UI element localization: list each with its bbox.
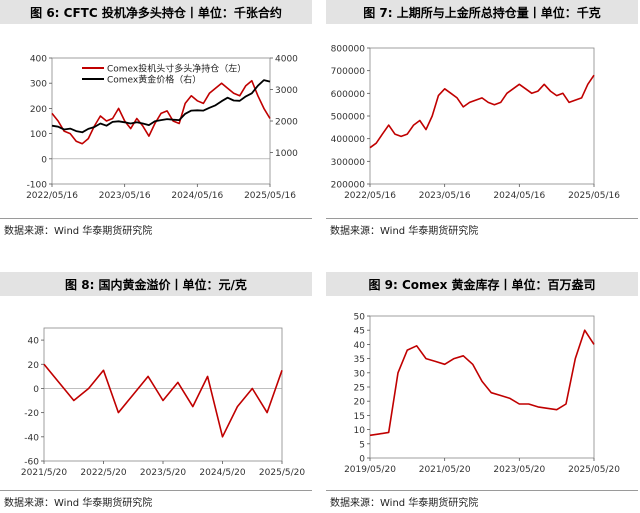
series-line-1 — [43, 363, 283, 438]
divider — [326, 490, 638, 491]
y-tick-label: 0 — [41, 155, 47, 165]
y-tick-label: -100 — [27, 181, 48, 191]
x-tick-label: 2023/05/16 — [99, 191, 151, 201]
y-tick-label: 700000 — [331, 67, 366, 77]
x-tick-label: 2024/05/16 — [493, 191, 545, 201]
panel-premium: 图 8: 国内黄金溢价丨单位：元/克 40 20 0 -20 -40 -60 2021/5/… — [0, 272, 312, 513]
x-tick-label: 2025/5/20 — [259, 468, 305, 478]
x-tick-label: 2019/05/20 — [344, 465, 396, 475]
divider — [0, 218, 312, 219]
y-tick-label: 5 — [359, 440, 365, 450]
chart-source: 数据来源：Wind 华泰期货研究院 — [330, 498, 479, 509]
y-right-tick-label: 3000 — [275, 86, 298, 96]
chart-title: 图 6: CFTC 投机净多头持仓丨单位：千张合约 — [0, 0, 312, 24]
y-tick-label: 30 — [354, 369, 366, 379]
y-tick-label: 20 — [28, 361, 40, 371]
x-tick-label: 2023/05/16 — [419, 191, 471, 201]
series-line-1 — [369, 74, 595, 149]
x-tick-label: 2022/05/16 — [26, 191, 78, 201]
y-tick-label: 0 — [33, 385, 39, 395]
legend-label: Comex黄金价格（右） — [107, 74, 201, 86]
chart-title: 图 7: 上期所与上金所总持仓量丨单位：千克 — [326, 0, 638, 24]
x-tick-label: 2025/05/20 — [568, 465, 620, 475]
y-tick-label: 25 — [354, 384, 365, 394]
chart-title: 图 9: Comex 黄金库存丨单位：百万盎司 — [326, 272, 638, 296]
plot-frame — [43, 327, 283, 462]
x-tick-label: 2021/05/20 — [419, 465, 471, 475]
chart-source: 数据来源：Wind 华泰期货研究院 — [4, 226, 153, 237]
x-tick-label: 2023/05/20 — [493, 465, 545, 475]
panel-cftc: 图 6: CFTC 投机净多头持仓丨单位：千张合约 400 300 200 100 0-… — [0, 0, 312, 240]
y-right-tick-label: 4000 — [275, 55, 298, 65]
y-tick-label: 20 — [354, 398, 366, 408]
y-tick-label: 300 — [30, 80, 47, 90]
y-tick-label: 200 — [30, 105, 47, 115]
x-tick-label: 2025/05/16 — [568, 191, 620, 201]
y-tick-label: 400000 — [331, 135, 366, 145]
y-tick-label: 300000 — [331, 158, 366, 168]
plot-frame — [369, 47, 595, 185]
y-tick-label: 400 — [30, 55, 47, 65]
y-right-tick-label: 2000 — [275, 118, 298, 128]
y-tick-label: 100 — [30, 130, 47, 140]
series-line-2 — [51, 79, 271, 134]
x-tick-label: 2025/05/16 — [244, 191, 296, 201]
y-tick-label: -20 — [24, 409, 39, 419]
legend-label: Comex投机头寸多头净持仓（左） — [107, 63, 246, 75]
y-tick-label: 200000 — [331, 181, 366, 191]
x-tick-label: 2021/5/20 — [21, 468, 67, 478]
y-tick-label: 0 — [359, 455, 365, 465]
y-tick-label: 50 — [354, 313, 366, 323]
chart-holdings: 800000 700000 600000 500000 400000 300000 2000… — [331, 45, 621, 202]
y-tick-label: 40 — [28, 337, 40, 347]
chart-source: 数据来源：Wind 华泰期货研究院 — [330, 226, 479, 237]
y-tick-label: -60 — [24, 458, 39, 468]
panel-holdings: 图 7: 上期所与上金所总持仓量丨单位：千克 800000 700000 60000… — [326, 0, 638, 240]
x-tick-label: 2024/05/16 — [171, 191, 223, 201]
y-tick-label: -40 — [24, 433, 39, 443]
divider — [326, 218, 638, 219]
y-tick-label: 600000 — [331, 90, 366, 100]
y-tick-label: 15 — [354, 412, 365, 422]
x-tick-label: 2022/5/20 — [80, 468, 126, 478]
chart-cftc: 4003002001000-10040003000200010002022/05… — [26, 55, 298, 202]
series-line-1 — [51, 79, 271, 145]
panel-inventory: 图 9: Comex 黄金库存丨单位：百万盎司 50 45 40 35 30 25 20 15… — [326, 272, 638, 513]
y-right-tick-label: 1000 — [275, 149, 298, 159]
y-tick-label: 800000 — [331, 45, 366, 55]
x-tick-label: 2023/5/20 — [140, 468, 186, 478]
x-tick-label: 2024/5/20 — [199, 468, 245, 478]
y-tick-label: 45 — [354, 327, 365, 337]
y-tick-label: 40 — [354, 341, 366, 351]
x-tick-label: 2022/05/16 — [344, 191, 396, 201]
y-tick-label: 10 — [354, 426, 366, 436]
y-tick-label: 35 — [354, 355, 365, 365]
divider — [0, 490, 312, 491]
y-tick-label: 500000 — [331, 113, 366, 123]
series-line-1 — [369, 329, 595, 437]
chart-title: 图 8: 国内黄金溢价丨单位：元/克 — [0, 272, 312, 296]
chart-source: 数据来源：Wind 华泰期货研究院 — [4, 498, 153, 509]
plot-frame — [369, 315, 595, 459]
